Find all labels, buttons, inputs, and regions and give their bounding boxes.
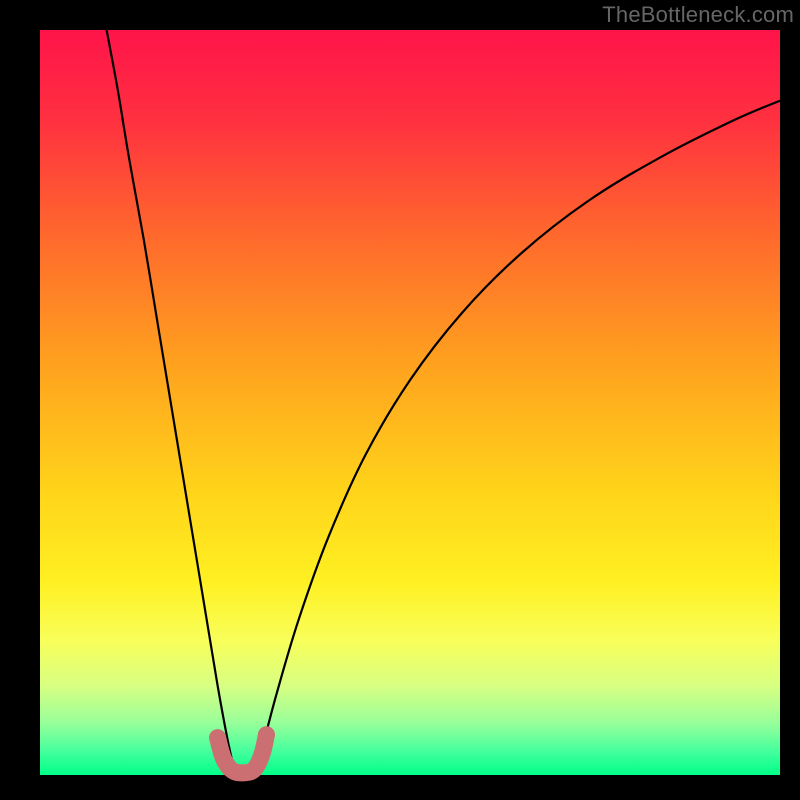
marker-dot xyxy=(209,729,226,746)
chart-canvas: TheBottleneck.com xyxy=(0,0,800,800)
bottleneck-chart xyxy=(0,0,800,800)
watermark-text: TheBottleneck.com xyxy=(602,2,794,28)
marker-dot xyxy=(258,726,275,743)
plot-background xyxy=(40,30,780,775)
